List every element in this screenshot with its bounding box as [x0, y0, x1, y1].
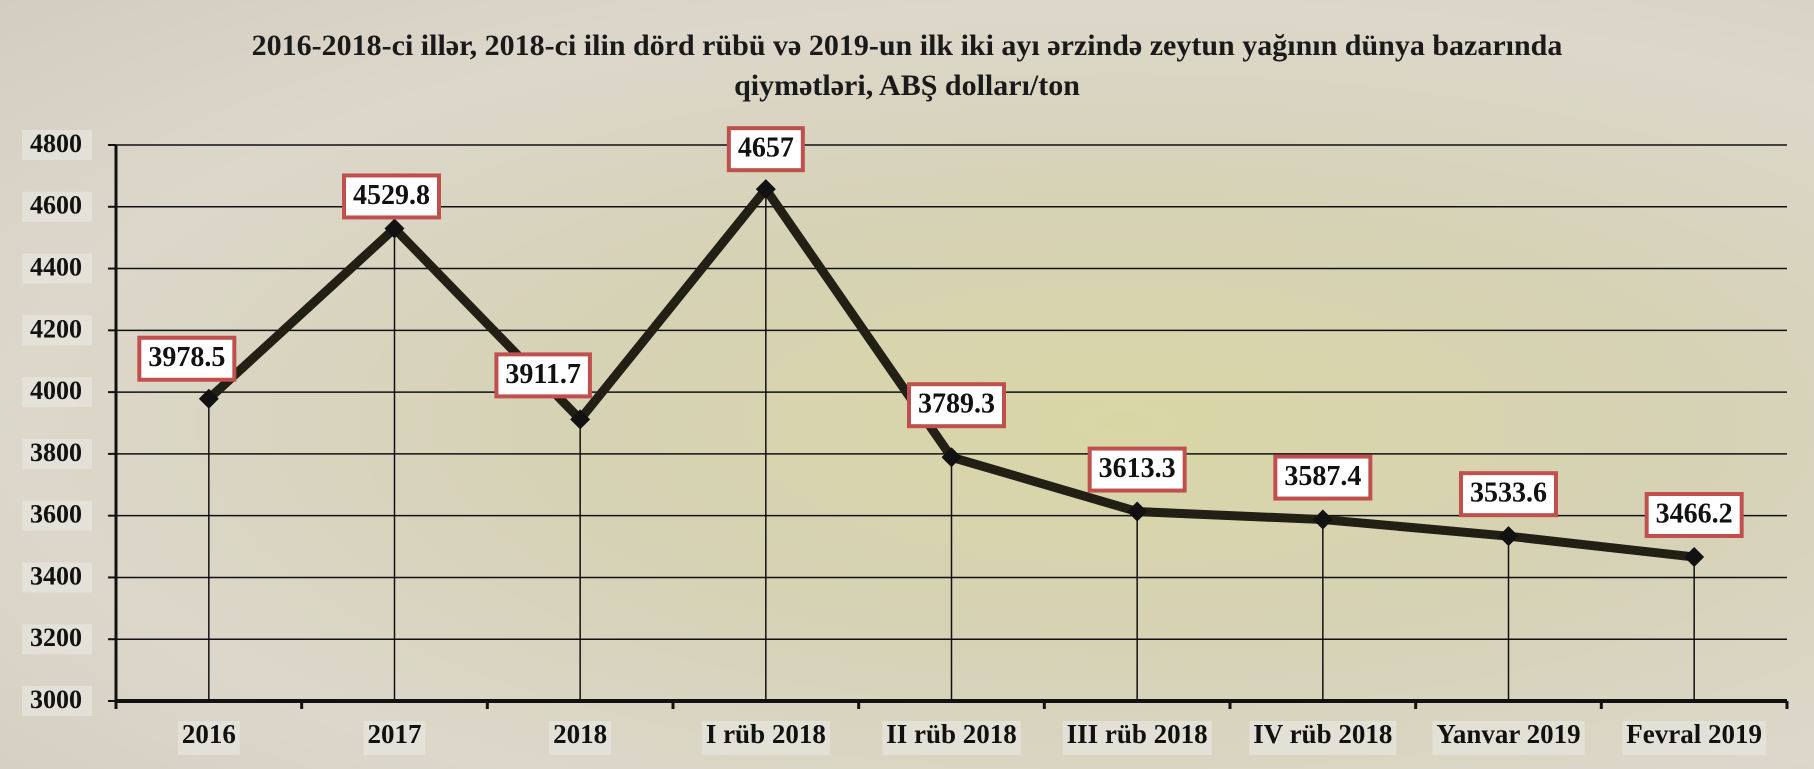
marker [198, 388, 219, 409]
marker [1127, 501, 1148, 522]
x-tick-label: 2016 [182, 719, 236, 749]
y-tick-label: 3000 [30, 685, 82, 714]
data-label-box [907, 382, 1006, 429]
y-tick-label-bg [22, 315, 92, 346]
chart-title: 2016-2018-ci illər, 2018-ci ilin dörd rü… [251, 29, 1563, 102]
x-tick-label: Yanvar 2019 [1436, 719, 1580, 749]
x-tick-label-bg [1432, 721, 1585, 755]
data-label: 3587.4 [1284, 461, 1361, 492]
x-tick-label: III rüb 2018 [1067, 719, 1208, 749]
y-tick-label-bg [22, 191, 92, 222]
marker [1498, 526, 1519, 547]
x-tick-label-bg [701, 721, 830, 755]
x-tick-label-bg [177, 721, 240, 755]
marker [941, 447, 962, 468]
marker [1684, 546, 1705, 567]
x-tick-label: II rüb 2018 [886, 719, 1017, 749]
marker [755, 179, 776, 200]
x-tick-label-bg [549, 721, 612, 755]
marker [384, 218, 405, 239]
y-tick-label: 4600 [30, 191, 82, 220]
marker [570, 409, 591, 430]
y-tick-label: 4000 [30, 376, 82, 405]
y-tick-label: 4800 [30, 129, 82, 158]
x-tick-label: 2017 [368, 719, 422, 749]
data-label-box [726, 126, 805, 173]
y-tick-label-bg [22, 686, 92, 716]
y-tick-label: 3600 [30, 500, 82, 529]
y-tick-label-bg [22, 253, 92, 284]
y-tick-label-bg [22, 562, 92, 593]
y-tick-label-bg [22, 438, 92, 469]
y-tick-label: 4400 [30, 253, 82, 282]
x-tick-label-bg [363, 721, 426, 755]
x-tick-label: I rüb 2018 [706, 719, 826, 749]
data-label: 3978.5 [148, 342, 225, 373]
data-label-box [137, 335, 237, 382]
y-tick-label: 4200 [30, 314, 82, 343]
data-label: 3789.3 [918, 389, 995, 420]
data-label: 3466.2 [1656, 498, 1733, 529]
data-label: 3911.7 [505, 359, 580, 390]
data-label-box [342, 173, 441, 220]
data-label: 3533.6 [1470, 478, 1547, 509]
x-tick-label-bg [1622, 721, 1767, 755]
data-label: 4529.8 [353, 180, 430, 211]
data-label-box [1459, 471, 1558, 518]
y-tick-label: 3200 [30, 623, 82, 652]
y-tick-label-bg [22, 130, 92, 160]
x-tick-label: IV rüb 2018 [1253, 719, 1392, 749]
data-label-box [1644, 491, 1744, 538]
data-label-box [1273, 454, 1373, 501]
marker [1312, 509, 1333, 530]
x-tick-label-bg [1062, 721, 1212, 755]
data-label: 4657 [738, 133, 794, 164]
y-tick-label-bg [22, 500, 92, 531]
x-tick-label-bg [882, 721, 1021, 755]
y-tick-label-bg [22, 377, 92, 408]
x-tick-label: 2018 [553, 719, 607, 749]
x-tick-label-bg [1249, 721, 1397, 755]
data-label-box [1087, 446, 1187, 493]
data-label-box [494, 352, 592, 399]
y-tick-label: 3400 [30, 561, 82, 590]
y-tick-label: 3800 [30, 438, 82, 467]
data-label: 3613.3 [1099, 453, 1176, 484]
x-tick-label: Fevral 2019 [1626, 719, 1762, 749]
y-tick-label-bg [22, 624, 92, 655]
